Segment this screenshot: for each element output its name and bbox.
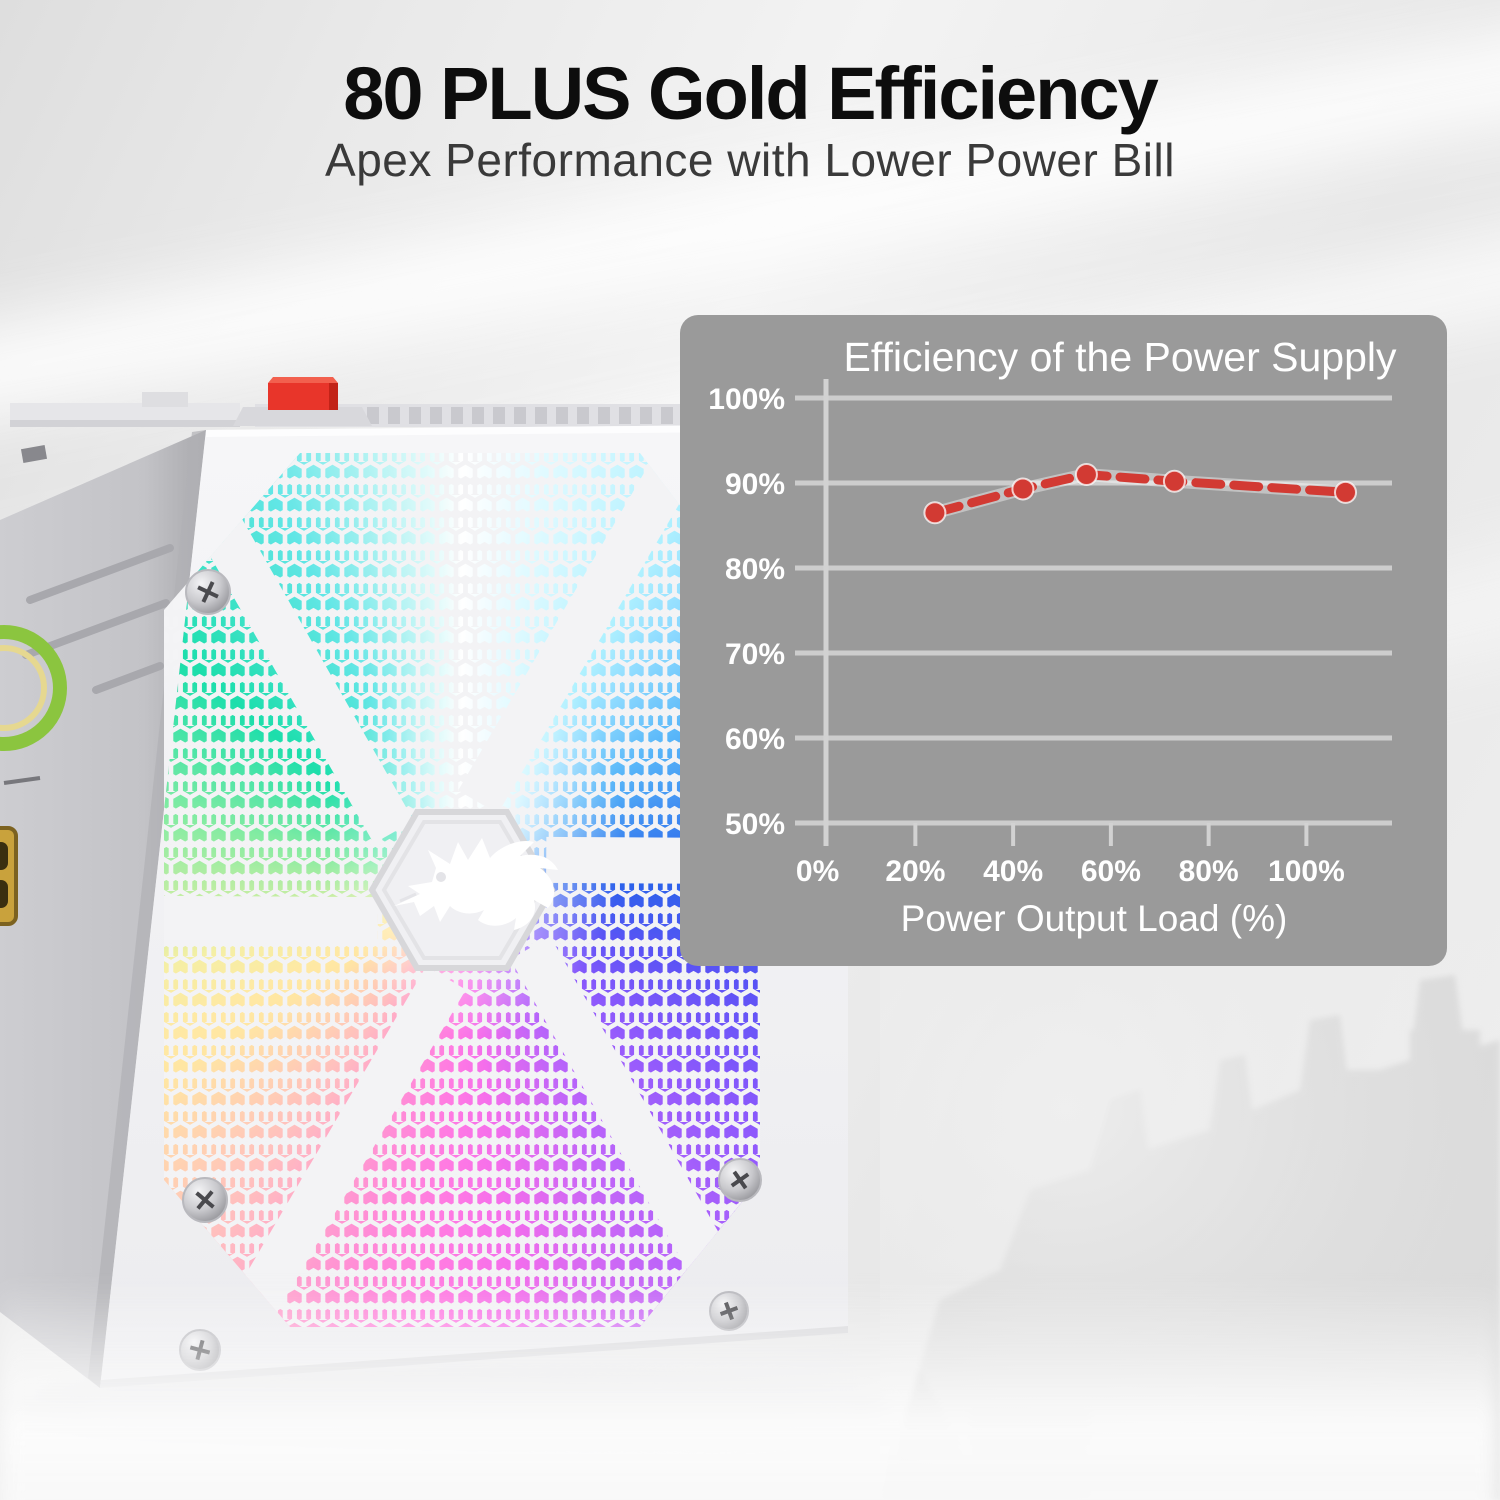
screw	[718, 1158, 762, 1202]
round-badge-sticker	[0, 625, 67, 751]
y-tick-label: 100%	[708, 383, 785, 416]
gold-badge-sticker	[0, 826, 18, 926]
efficiency-chart: Efficiency of the Power Supply 100% 90% 80…	[708, 334, 1397, 939]
x-axis-title: Power Output Load (%)	[901, 898, 1288, 939]
chart-title: Efficiency of the Power Supply	[843, 334, 1397, 380]
screw	[179, 1329, 221, 1371]
y-tick-label: 50%	[725, 808, 785, 841]
data-point-marker	[1162, 469, 1186, 493]
x-tick-label: 60%	[1081, 855, 1141, 888]
y-tick-label: 90%	[725, 468, 785, 501]
power-switch-base	[233, 407, 372, 426]
x-tick-label: 80%	[1179, 855, 1239, 888]
x-tick-label: 0%	[796, 855, 839, 888]
x-tick-label: 40%	[983, 855, 1043, 888]
data-point-marker	[923, 501, 947, 525]
y-tick-label: 70%	[725, 638, 785, 671]
side-slot	[20, 445, 48, 463]
side-marking	[3, 776, 41, 785]
y-tick-label: 80%	[725, 553, 785, 586]
redragon-dragon-logo-icon	[394, 838, 558, 930]
screw	[182, 1177, 228, 1223]
psu-top-face	[10, 377, 695, 427]
page-subtitle: Apex Performance with Lower Power Bill	[325, 134, 1175, 186]
data-point-marker	[1074, 463, 1098, 486]
data-point-marker	[1011, 477, 1035, 501]
page-title: 80 PLUS Gold Efficiency	[343, 52, 1158, 135]
screw	[185, 569, 231, 615]
dragon-logo-badge	[368, 809, 558, 971]
x-tick-label: 20%	[885, 855, 945, 888]
efficiency-chart-panel: Efficiency of the Power Supply 100% 90% 80…	[680, 315, 1447, 966]
power-switch	[268, 377, 338, 410]
y-tick-label: 60%	[725, 723, 785, 756]
x-tick-label: 100%	[1268, 855, 1345, 888]
data-point-marker	[1334, 480, 1358, 504]
screw	[709, 1291, 749, 1331]
